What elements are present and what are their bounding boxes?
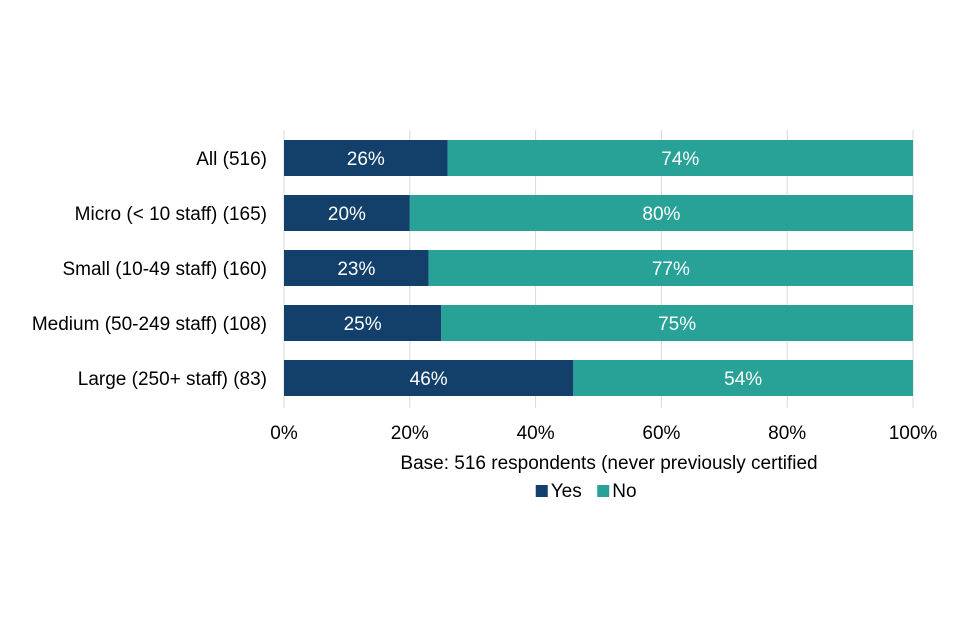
x-tick-label: 40% <box>517 423 555 444</box>
legend-swatch-yes <box>535 485 548 497</box>
x-tick-label: 20% <box>391 423 429 444</box>
category-label: Small (10-49 staff) (160) <box>62 259 267 280</box>
x-tick-label: 80% <box>768 423 806 444</box>
data-label-no-0: 74% <box>661 149 699 170</box>
legend-swatch-no <box>597 485 610 497</box>
category-label: Medium (50-249 staff) (108) <box>32 314 267 335</box>
bar-no-0 <box>447 140 913 176</box>
data-label-yes-1: 20% <box>328 204 366 225</box>
bar-yes-3 <box>284 305 442 341</box>
category-labels: All (516) Micro (< 10 staff) (165) Small (… <box>32 149 267 390</box>
category-label: Large (250+ staff) (83) <box>78 369 267 390</box>
category-label: All (516) <box>196 149 267 170</box>
legend: Yes No <box>535 481 637 502</box>
data-label-no-2: 77% <box>652 259 690 280</box>
legend-label-yes: Yes <box>551 481 582 502</box>
bar-no-1 <box>409 195 913 231</box>
bar-no-4 <box>573 360 913 396</box>
x-tick-label: 0% <box>270 423 298 444</box>
data-label-yes-4: 46% <box>410 369 448 390</box>
data-label-no-1: 80% <box>642 204 680 225</box>
x-tick-label: 100% <box>889 423 938 444</box>
bar-yes-4 <box>284 360 574 396</box>
x-axis-title: Base: 516 respondents (never previously … <box>400 453 817 474</box>
data-label-yes-3: 25% <box>344 314 382 335</box>
legend-label-no: No <box>612 481 636 502</box>
bars: 26% 74% 20% 80% 23% 77% 25% 75% 46% 54% <box>284 140 913 396</box>
category-label: Micro (< 10 staff) (165) <box>75 204 267 225</box>
bar-yes-2 <box>284 250 429 286</box>
x-tick-label: 60% <box>642 423 680 444</box>
x-axis-ticks: 0% 20% 40% 60% 80% 100% <box>270 423 937 444</box>
bar-yes-0 <box>284 140 448 176</box>
data-label-yes-2: 23% <box>337 259 375 280</box>
bar-no-2 <box>428 250 913 286</box>
bar-yes-1 <box>284 195 410 231</box>
data-label-no-4: 54% <box>724 369 762 390</box>
data-label-no-3: 75% <box>658 314 696 335</box>
data-label-yes-0: 26% <box>347 149 385 170</box>
bar-no-3 <box>441 305 913 341</box>
